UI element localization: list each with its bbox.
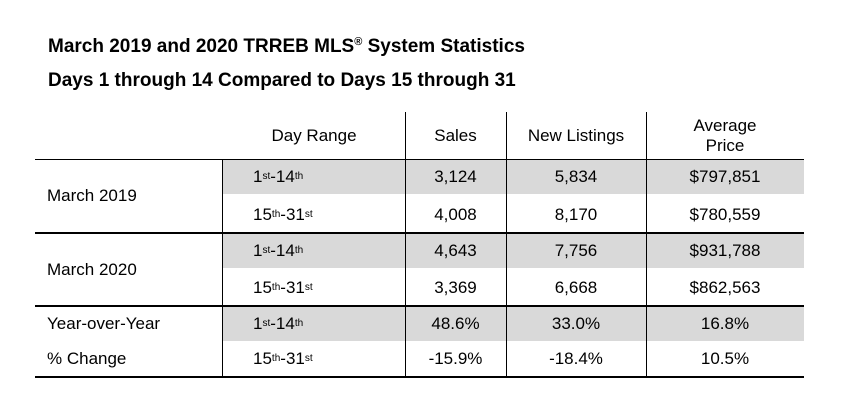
- rule-group-2019-bottom: [35, 232, 804, 234]
- range-end: 14: [275, 314, 295, 333]
- title-line-1: March 2019 and 2020 TRREB MLS® System St…: [48, 36, 525, 58]
- sales-cell: 48.6%: [431, 314, 480, 333]
- range-end: 14: [275, 241, 295, 260]
- range-start: 15: [253, 348, 272, 368]
- range-start: 15: [253, 204, 272, 224]
- range-dash: -: [270, 314, 276, 333]
- group-label-march-2019: March 2019: [47, 185, 137, 205]
- range-dash: -: [280, 204, 286, 224]
- sales-cell: 3,369: [434, 278, 477, 297]
- average-price-cell: $780,559: [689, 204, 761, 224]
- range-dash: -: [280, 348, 286, 368]
- header-average-price-line2: Price: [705, 135, 745, 155]
- range-start: 1: [253, 166, 263, 186]
- new-listings-cell: 8,170: [554, 204, 598, 224]
- range-end: 31: [285, 348, 305, 368]
- range-start: 15: [253, 278, 272, 297]
- rule-col-4: [646, 112, 647, 378]
- sales-cell: 4,008: [434, 204, 477, 224]
- group-label-march-2020: March 2020: [47, 260, 137, 279]
- rule-col-3: [506, 112, 507, 378]
- rule-header-bottom: [35, 159, 804, 160]
- range-end: 14: [275, 166, 295, 186]
- average-price-cell: 10.5%: [700, 348, 750, 368]
- new-listings-cell: 33.0%: [551, 314, 601, 333]
- new-listings-cell: 5,834: [554, 166, 598, 186]
- range-end: 31: [285, 278, 305, 297]
- average-price-cell: 16.8%: [700, 314, 750, 333]
- rule-group-2020-bottom: [35, 305, 804, 307]
- new-listings-cell: 7,756: [554, 241, 598, 260]
- rule-table-bottom: [35, 376, 804, 378]
- sales-cell: -15.9%: [428, 348, 483, 368]
- average-price-cell: $797,851: [689, 166, 761, 186]
- header-average-price: Average Price: [646, 112, 804, 159]
- new-listings-cell: -18.4%: [549, 348, 603, 368]
- range-start: 1: [253, 314, 263, 333]
- range-dash: -: [270, 166, 276, 186]
- title-line-2: Days 1 through 14 Compared to Days 15 th…: [48, 70, 516, 91]
- group-label-change: % Change: [47, 348, 127, 368]
- range-end: 31: [285, 204, 305, 224]
- header-sales: Sales: [434, 125, 477, 145]
- sales-cell: 4,643: [434, 241, 477, 260]
- rule-col-1: [222, 159, 223, 378]
- shade-row-2020-a: [223, 234, 804, 268]
- rule-col-2: [405, 112, 406, 378]
- range-dash: -: [280, 278, 286, 297]
- registered-mark: ®: [354, 36, 363, 48]
- average-price-cell: $931,788: [689, 241, 761, 260]
- statistics-table: Day Range Sales New Listings Average Pri…: [35, 112, 804, 378]
- shade-row-yoy-a: [223, 307, 804, 341]
- title-line-1-end: System Statistics: [362, 36, 525, 57]
- range-dash: -: [270, 241, 276, 260]
- new-listings-cell: 6,668: [554, 278, 598, 297]
- range-start: 1: [253, 241, 263, 260]
- group-label-yoy: Year-over-Year: [47, 314, 161, 333]
- header-new-listings: New Listings: [527, 125, 625, 145]
- average-price-cell: $862,563: [689, 278, 761, 297]
- title-line-1-text: March 2019 and 2020 TRREB MLS: [48, 36, 355, 57]
- shade-row-2019-a: [223, 159, 804, 194]
- header-day-range: Day Range: [271, 125, 357, 145]
- header-average-price-line1: Average: [693, 115, 757, 135]
- sales-cell: 3,124: [434, 166, 477, 186]
